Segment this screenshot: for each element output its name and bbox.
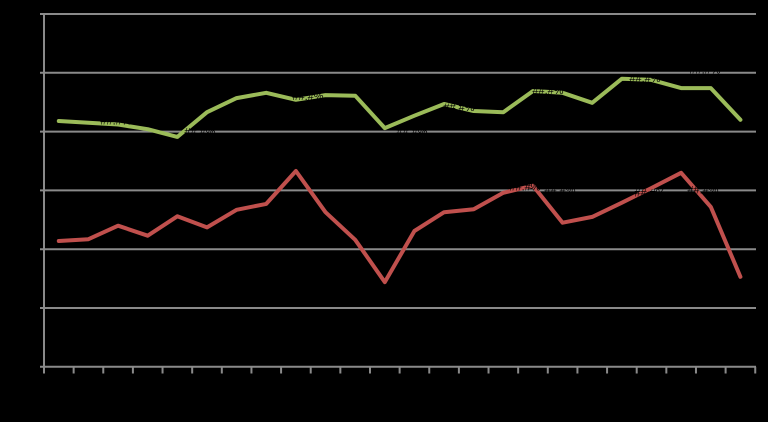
occluded-data-label: ##.#% (634, 188, 665, 200)
series-line-lower-red-series (56, 169, 743, 285)
series-line-upper-green-series (56, 76, 743, 139)
occluded-data-label: ##.#% (532, 85, 563, 97)
occluded-data-label: ##.#% (689, 65, 720, 77)
occluded-data-label: ##.#% (184, 127, 215, 139)
occluded-data-label: ##.#% (687, 185, 718, 197)
occluded-data-label: ##.#% (292, 91, 323, 103)
occluded-data-label: ##.#% (443, 102, 474, 114)
occluded-data-label: ##.#% (509, 182, 540, 194)
occluded-data-label: ##.#% (629, 73, 660, 85)
occluded-data-label: % (347, 198, 357, 210)
occluded-data-label: ##.#% (544, 185, 575, 197)
occluded-data-label: ##.#% (396, 127, 427, 139)
occluded-data-label: ##.#% (100, 116, 131, 128)
